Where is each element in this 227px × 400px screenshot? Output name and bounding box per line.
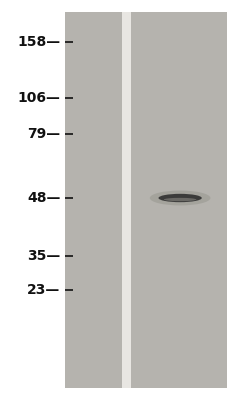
Ellipse shape — [163, 198, 195, 201]
Text: 35—: 35— — [27, 249, 60, 263]
Text: 106—: 106— — [17, 91, 60, 105]
Bar — [131, 12, 227, 388]
Text: 23—: 23— — [27, 283, 60, 297]
Ellipse shape — [158, 194, 201, 202]
Bar — [65, 12, 121, 388]
Bar — [121, 12, 131, 388]
Text: 79—: 79— — [27, 127, 60, 141]
Text: 48—: 48— — [27, 191, 60, 205]
Text: 158—: 158— — [17, 35, 60, 49]
Ellipse shape — [149, 190, 210, 206]
